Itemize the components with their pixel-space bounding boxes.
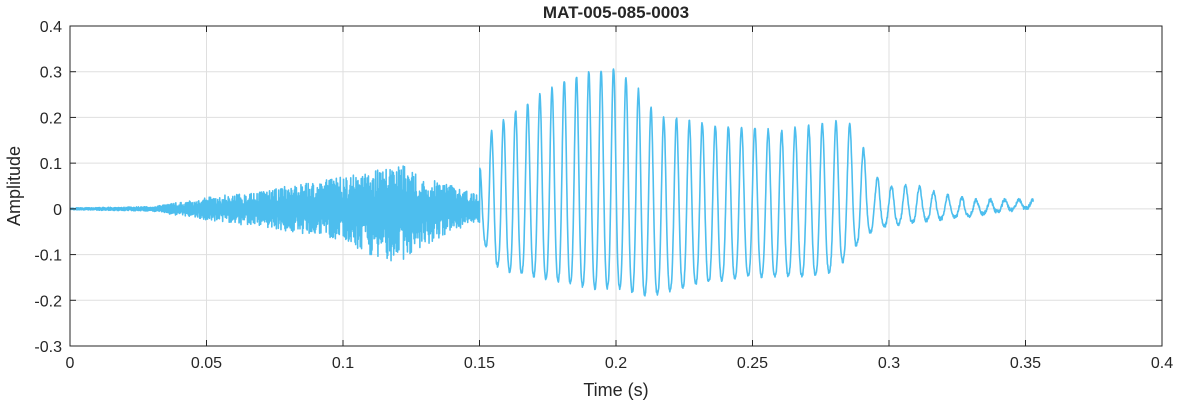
ticks: 0 0.05 0.1 0.15 0.2 0.25 0.3 0.35 0.4 -0.3 -0.2 -0.… bbox=[34, 19, 1173, 372]
y-tick-label: 0.3 bbox=[40, 65, 62, 82]
x-tick-label: 0.1 bbox=[332, 355, 354, 372]
y-tick-label: -0.1 bbox=[34, 248, 62, 265]
waveform-series-line bbox=[70, 68, 1034, 297]
x-tick-label: 0.35 bbox=[1010, 355, 1041, 372]
x-tick-label: 0.3 bbox=[878, 355, 900, 372]
x-tick-label: 0.25 bbox=[737, 355, 768, 372]
series-layer bbox=[70, 68, 1034, 297]
x-tick-label: 0.2 bbox=[605, 355, 627, 372]
x-tick-label: 0.05 bbox=[191, 355, 222, 372]
x-axis-label: Time (s) bbox=[583, 380, 648, 400]
y-tick-label: 0 bbox=[53, 202, 62, 219]
y-tick-label: 0.1 bbox=[40, 156, 62, 173]
y-axis-label: Amplitude bbox=[4, 146, 24, 226]
x-tick-label: 0.15 bbox=[464, 355, 495, 372]
x-tick-label: 0.4 bbox=[1151, 355, 1173, 372]
y-tick-label: -0.3 bbox=[34, 339, 62, 356]
y-tick-label: 0.2 bbox=[40, 110, 62, 127]
chart-title: MAT-005-085-0003 bbox=[543, 3, 689, 22]
y-tick-label: 0.4 bbox=[40, 19, 62, 36]
x-tick-label: 0 bbox=[66, 355, 75, 372]
y-tick-label: -0.2 bbox=[34, 293, 62, 310]
